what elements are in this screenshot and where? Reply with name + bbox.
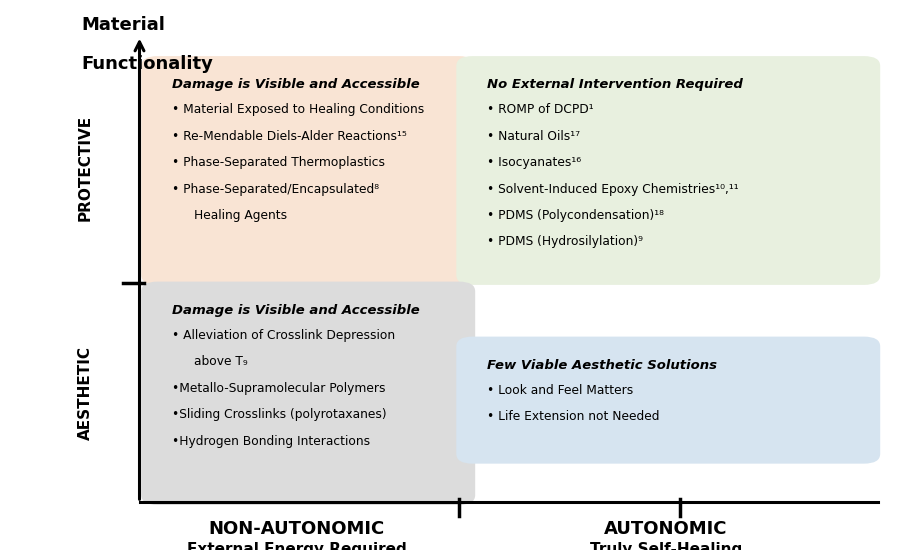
Text: No External Intervention Required: No External Intervention Required [487,78,742,91]
Text: • Alleviation of Crosslink Depression: • Alleviation of Crosslink Depression [172,329,395,342]
Text: • Look and Feel Matters: • Look and Feel Matters [487,384,634,397]
Text: Functionality: Functionality [81,55,213,73]
Text: Truly Self-Healing: Truly Self-Healing [590,542,742,550]
Text: • Phase-Separated/Encapsulated⁸: • Phase-Separated/Encapsulated⁸ [172,183,379,196]
Text: Few Viable Aesthetic Solutions: Few Viable Aesthetic Solutions [487,359,717,372]
Text: NON-AUTONOMIC: NON-AUTONOMIC [209,520,385,538]
Text: AUTONOMIC: AUTONOMIC [604,520,728,538]
Text: • Material Exposed to Healing Conditions: • Material Exposed to Healing Conditions [172,103,424,117]
FancyBboxPatch shape [141,282,475,505]
Text: • ROMP of DCPD¹: • ROMP of DCPD¹ [487,103,593,117]
Text: •Metallo-Supramolecular Polymers: •Metallo-Supramolecular Polymers [172,382,385,395]
Text: • Phase-Separated Thermoplastics: • Phase-Separated Thermoplastics [172,156,385,169]
Text: Damage is Visible and Accessible: Damage is Visible and Accessible [172,78,419,91]
Text: Material: Material [81,16,165,35]
Text: External Energy Required: External Energy Required [187,542,407,550]
FancyBboxPatch shape [456,337,880,464]
Text: • Re-Mendable Diels-Alder Reactions¹⁵: • Re-Mendable Diels-Alder Reactions¹⁵ [172,130,407,143]
Text: • PDMS (Polycondensation)¹⁸: • PDMS (Polycondensation)¹⁸ [487,209,664,222]
Text: Healing Agents: Healing Agents [194,209,286,222]
Text: • Natural Oils¹⁷: • Natural Oils¹⁷ [487,130,580,143]
Text: Damage is Visible and Accessible: Damage is Visible and Accessible [172,304,419,317]
Text: •Sliding Crosslinks (polyrotaxanes): •Sliding Crosslinks (polyrotaxanes) [172,408,386,421]
Text: above T₉: above T₉ [194,355,248,368]
Text: • Life Extension not Needed: • Life Extension not Needed [487,410,660,424]
Text: • Solvent-Induced Epoxy Chemistries¹⁰,¹¹: • Solvent-Induced Epoxy Chemistries¹⁰,¹¹ [487,183,739,196]
FancyBboxPatch shape [456,56,880,285]
Text: AESTHETIC: AESTHETIC [78,346,93,440]
Text: •Hydrogen Bonding Interactions: •Hydrogen Bonding Interactions [172,434,370,448]
Text: • Isocyanates¹⁶: • Isocyanates¹⁶ [487,156,581,169]
FancyBboxPatch shape [141,56,475,285]
Text: PROTECTIVE: PROTECTIVE [78,115,93,221]
Text: • PDMS (Hydrosilylation)⁹: • PDMS (Hydrosilylation)⁹ [487,235,643,249]
